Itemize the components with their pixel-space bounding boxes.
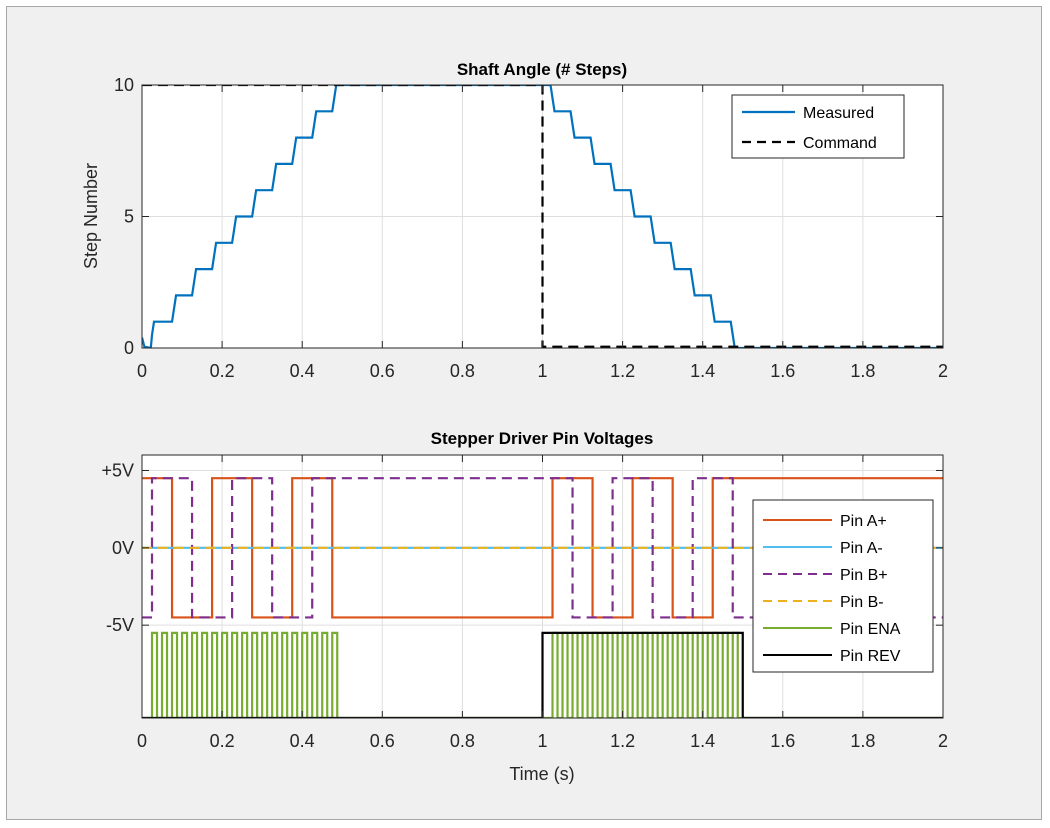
y-axis-label: Step Number [81,163,101,269]
x-tick-label: 0.8 [450,731,475,751]
series-group [142,85,943,348]
x-tick-label: 1.6 [770,731,795,751]
x-tick-label: 1 [537,731,547,751]
x-tick-label: 0.2 [210,731,235,751]
grid-lines [142,85,943,348]
legend-label-pin-ena: Pin ENA [840,621,901,638]
y-tick-label: -5V [106,615,134,635]
tick-marks: 0 0.2 0.4 0.6 0.8 1 1.2 1.4 1.6 1.8 2 0 5 10 [114,75,948,381]
x-tick-label: 0.6 [370,731,395,751]
x-tick-label: 1.8 [850,361,875,381]
x-tick-label: 1.4 [690,361,715,381]
x-tick-label: 0 [137,731,147,751]
legend-label-measured: Measured [803,105,874,122]
series-line-pin-ena [142,631,943,718]
x-axis-label: Time (s) [509,764,574,784]
y-tick-label: 5 [124,207,134,227]
x-tick-label: 0.2 [210,361,235,381]
legend-box [752,499,934,673]
legend: Pin A+ Pin A- Pin B+ Pin B- Pin ENA Pin … [752,499,934,673]
legend-label-pin-rev: Pin REV [840,648,901,665]
legend-label-pin-b-minus: Pin B- [840,594,884,611]
x-tick-label: 1 [537,361,547,381]
chart-title: Shaft Angle (# Steps) [457,60,627,79]
x-tick-label: 0 [137,361,147,381]
y-tick-label: 0 [124,338,134,358]
x-tick-label: 2 [938,361,948,381]
y-tick-label: +5V [101,460,134,480]
x-tick-label: 1.4 [690,731,715,751]
legend: Measured Command [731,94,905,159]
x-tick-label: 1.6 [770,361,795,381]
x-tick-label: 0.4 [290,731,315,751]
legend-label-pin-a-plus: Pin A+ [840,513,887,530]
series-line-command [142,85,943,348]
x-tick-label: 1.8 [850,731,875,751]
legend-label-command: Command [803,135,877,152]
series-group [142,477,943,718]
shaft-angle-axes: 0 0.2 0.4 0.6 0.8 1 1.2 1.4 1.6 1.8 2 0 5 10 Shaft An… [81,60,948,381]
x-tick-label: 0.4 [290,361,315,381]
chart-title: Stepper Driver Pin Voltages [431,429,654,448]
y-tick-label: 0V [112,538,134,558]
legend-label-pin-b-plus: Pin B+ [840,567,888,584]
x-tick-label: 2 [938,731,948,751]
y-tick-label: 10 [114,75,134,95]
pin-voltages-axes: 0 0.2 0.4 0.6 0.8 1 1.2 1.4 1.6 1.8 2 +5V 0V -5V Step… [101,429,948,784]
x-tick-label: 1.2 [610,731,635,751]
tick-marks: 0 0.2 0.4 0.6 0.8 1 1.2 1.4 1.6 1.8 2 +5V 0V -5V [101,455,948,751]
series-line-pin-rev [142,631,943,718]
x-tick-label: 0.8 [450,361,475,381]
legend-box [731,94,905,159]
x-tick-label: 0.6 [370,361,395,381]
legend-label-pin-a-minus: Pin A- [840,540,883,557]
series-line-measured [142,85,943,348]
x-tick-label: 1.2 [610,361,635,381]
